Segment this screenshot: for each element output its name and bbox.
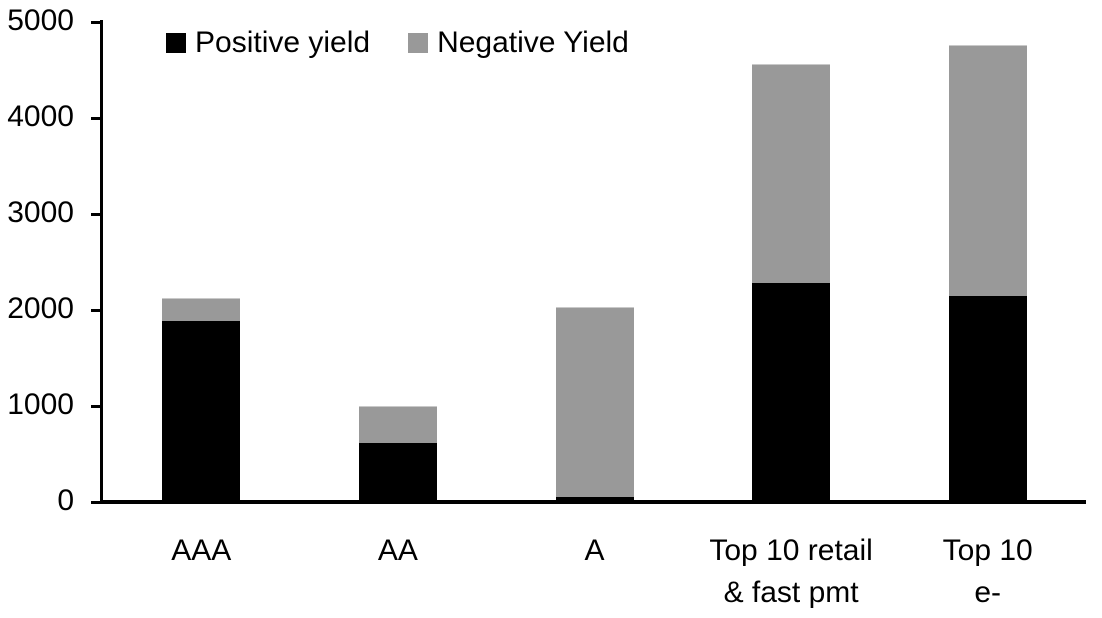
y-axis-tick <box>91 116 101 120</box>
y-tick-label: 5000 <box>7 4 74 37</box>
y-axis-line <box>100 20 103 504</box>
bar-segment-positive-yield <box>358 443 437 502</box>
x-category-label: Top 10 retail & fast pmt <box>709 534 873 609</box>
legend-label-positive: Positive yield <box>195 26 371 59</box>
x-category-label: AAA <box>171 534 232 567</box>
bar-segment-positive-yield <box>752 283 831 502</box>
y-tick-label: 1000 <box>7 388 74 421</box>
bar-segment-positive-yield <box>948 295 1027 502</box>
legend: Positive yield Negative Yield <box>166 24 629 62</box>
y-tick-label: 2000 <box>7 292 74 325</box>
y-tick-label: 0 <box>57 484 74 517</box>
x-category-label: AA <box>377 534 418 567</box>
legend-label-negative: Negative Yield <box>437 26 629 59</box>
y-axis-tick <box>91 404 101 408</box>
x-category-label: A <box>584 534 605 567</box>
legend-item-negative-yield: Negative Yield <box>408 24 629 62</box>
bar-segment-positive-yield <box>162 320 241 502</box>
bar-segment-negative-yield <box>555 307 634 498</box>
bar-segment-positive-yield <box>555 497 634 502</box>
legend-item-positive-yield: Positive yield <box>166 24 370 62</box>
y-axis-tick <box>91 500 101 504</box>
bar-segment-negative-yield <box>948 45 1027 296</box>
bar-segment-negative-yield <box>752 64 831 284</box>
x-axis-line <box>100 500 1086 504</box>
y-tick-label: 3000 <box>7 196 74 229</box>
bar-segment-negative-yield <box>162 297 241 321</box>
y-axis-tick <box>91 212 101 216</box>
legend-swatch-negative-icon <box>408 33 429 53</box>
y-axis-tick <box>91 308 101 312</box>
x-category-label: Top 10 e-commerce <box>942 534 1033 609</box>
y-axis-tick <box>91 20 101 24</box>
bar-segment-negative-yield <box>358 406 437 444</box>
legend-swatch-positive-icon <box>166 33 186 53</box>
y-tick-label: 4000 <box>7 100 74 133</box>
